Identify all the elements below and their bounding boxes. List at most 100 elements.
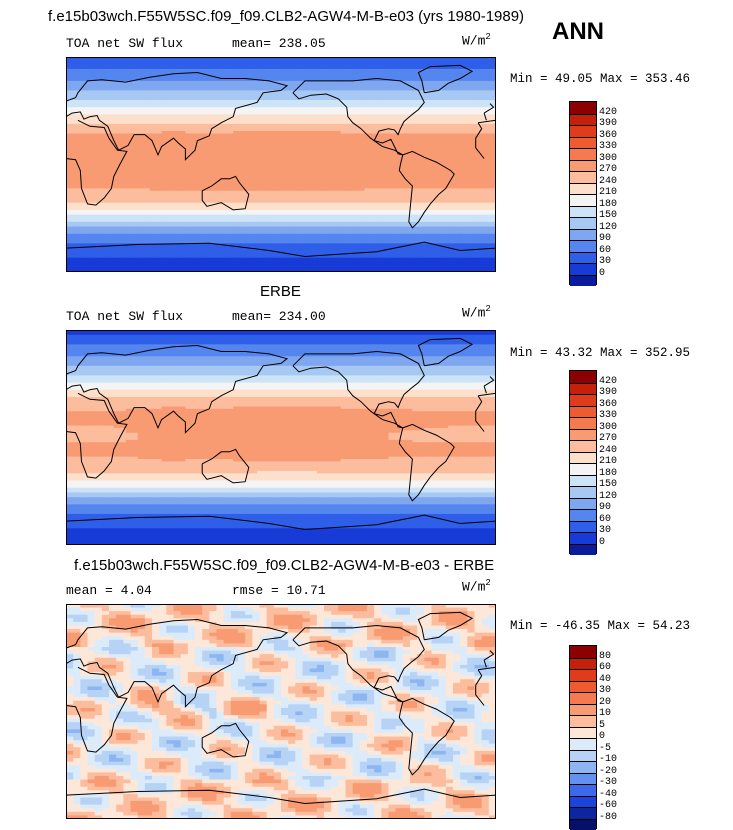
flux-cell: [388, 344, 401, 348]
flux-cell: [292, 418, 306, 422]
flux-cell: [436, 126, 449, 130]
flux-cell: [292, 73, 306, 77]
flux-cell: [304, 231, 318, 235]
flux-cell: [352, 135, 366, 139]
flux-cell: [376, 169, 389, 173]
flux-cell: [101, 162, 115, 165]
flux-cell: [472, 205, 485, 208]
flux-cell: [424, 224, 437, 228]
flux-cell: [197, 171, 210, 175]
flux-cell: [424, 207, 437, 211]
flux-cell: [316, 349, 330, 352]
flux-cell: [340, 236, 354, 240]
flux-cell: [472, 212, 485, 216]
flux-cell: [101, 437, 115, 441]
flux-cell: [209, 380, 222, 384]
flux-cell: [185, 238, 198, 242]
flux-cell: [113, 135, 127, 139]
flux-cell: [209, 255, 222, 259]
flux-cell: [173, 404, 186, 407]
flux-cell: [245, 66, 258, 70]
coastline-outline: [417, 64, 474, 94]
flux-cell: [209, 420, 222, 424]
flux-cell: [269, 257, 282, 261]
flux-cell: [161, 420, 174, 424]
flux-cell: [173, 229, 186, 232]
flux-cell: [281, 356, 294, 360]
flux-cell: [209, 427, 222, 431]
flux-cell: [137, 123, 151, 127]
flux-cell: [221, 178, 234, 182]
flux-cell: [113, 404, 127, 407]
flux-cell: [436, 238, 449, 242]
flux-cell: [436, 233, 449, 237]
flux-cell: [185, 382, 198, 386]
flux-cell: [316, 427, 330, 431]
flux-cell: [77, 231, 91, 235]
flux-cell: [149, 107, 163, 111]
flux-cell: [137, 224, 151, 228]
flux-cell: [400, 382, 413, 386]
flux-cell: [221, 135, 234, 139]
flux-cell: [412, 252, 425, 256]
flux-cell: [89, 219, 103, 223]
flux-cell: [281, 413, 294, 417]
flux-cell: [388, 104, 401, 108]
flux-cell: [364, 140, 378, 144]
flux-cell: [436, 154, 449, 158]
flux-cell: [233, 252, 246, 256]
flux-cell: [340, 214, 354, 218]
flux-cell: [304, 90, 318, 94]
flux-cell: [316, 193, 330, 197]
flux-cell: [233, 126, 246, 130]
flux-cell: [328, 375, 342, 379]
flux-cell: [328, 183, 342, 187]
flux-cell: [400, 80, 413, 84]
flux-cell: [460, 152, 473, 156]
flux-cell: [173, 133, 186, 137]
flux-cell: [209, 109, 222, 113]
flux-cell: [472, 363, 485, 367]
flux-cell: [376, 152, 389, 156]
flux-cell: [137, 387, 151, 391]
flux-cell: [388, 430, 401, 434]
flux-cell: [316, 126, 330, 130]
flux-cell: [269, 344, 282, 348]
flux-cell: [221, 100, 234, 103]
flux-cell: [89, 356, 103, 360]
flux-cell: [221, 140, 234, 144]
flux-cell: [149, 157, 163, 161]
flux-cell: [173, 154, 186, 158]
flux-cell: [448, 358, 461, 362]
flux-cell: [269, 102, 282, 106]
flux-cell: [292, 264, 306, 268]
flux-cell: [269, 119, 282, 122]
flux-cell: [149, 131, 163, 134]
flux-cell: [149, 236, 163, 240]
flux-cell: [472, 432, 485, 436]
flux-cell: [388, 97, 401, 101]
flux-cell: [352, 238, 366, 242]
flux-cell: [233, 119, 246, 122]
flux-cell: [436, 95, 449, 99]
flux-cell: [257, 432, 270, 436]
flux-cell: [113, 231, 127, 235]
flux-cell: [448, 423, 461, 427]
flux-cell: [424, 351, 437, 355]
flux-cell: [233, 193, 246, 197]
flux-cell: [412, 238, 425, 242]
flux-cell: [424, 114, 437, 118]
flux-cell: [281, 236, 294, 240]
flux-cell: [66, 159, 79, 163]
flux-cell: [328, 236, 342, 240]
flux-cell: [113, 250, 127, 254]
flux-cell: [316, 363, 330, 367]
flux-cell: [149, 111, 163, 115]
flux-cell: [161, 221, 174, 225]
flux-cell: [197, 154, 210, 158]
flux-cell: [245, 159, 258, 163]
flux-cell: [77, 61, 91, 65]
flux-cell: [185, 176, 198, 180]
flux-cell: [352, 76, 366, 79]
flux-cell: [269, 181, 282, 185]
